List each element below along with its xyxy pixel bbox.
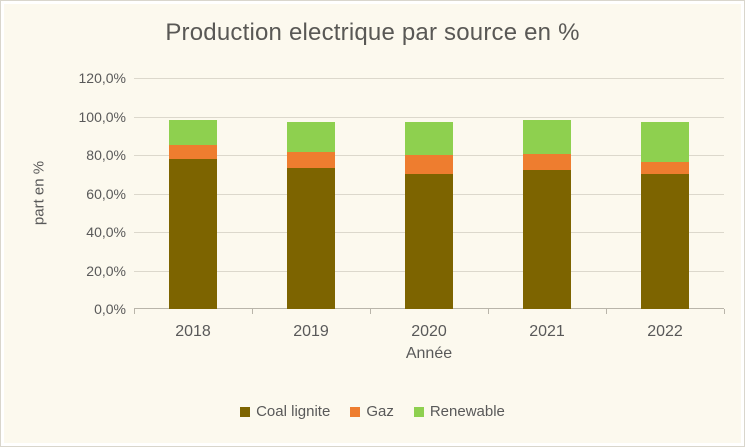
- x-axis-tick: [724, 309, 725, 314]
- bar-segment-2018-renewable: [169, 120, 217, 146]
- x-axis-tick: [488, 309, 489, 314]
- y-tick-label: 0,0%: [94, 301, 126, 317]
- legend-item-gaz: Gaz: [350, 403, 394, 420]
- x-axis-tick: [252, 309, 253, 314]
- y-tick-label: 20,0%: [86, 262, 126, 279]
- y-tick-label: 60,0%: [86, 185, 126, 202]
- legend-item-renewable: Renewable: [413, 403, 505, 420]
- bar-segment-2022-gaz: [641, 161, 689, 175]
- x-axis-tick: [370, 309, 371, 314]
- legend-swatch-icon: [413, 406, 424, 417]
- x-axis-tick: [606, 309, 607, 314]
- legend-label: Coal lignite: [256, 403, 331, 420]
- bar-segment-2021-gaz: [523, 154, 571, 171]
- gridline: [134, 116, 724, 118]
- bar-segment-2019-gaz: [287, 152, 335, 169]
- bar-segment-2021-renewable: [523, 120, 571, 155]
- bar-segment-2020-renewable: [405, 122, 453, 155]
- legend-label: Renewable: [429, 403, 505, 420]
- x-tick-label-2018: 2018: [175, 323, 211, 340]
- bar-2022: [641, 122, 689, 309]
- bar-2020: [405, 122, 453, 309]
- bar-2019: [287, 122, 335, 309]
- x-axis-tick: [134, 309, 135, 314]
- gridline: [134, 78, 724, 79]
- bar-segment-2021-coal-lignite: [523, 170, 571, 309]
- y-tick-label: 40,0%: [86, 224, 126, 240]
- x-tick-label-2019: 2019: [293, 323, 329, 340]
- bar-segment-2018-coal-lignite: [169, 158, 217, 309]
- y-tick-label: 120,0%: [78, 70, 126, 86]
- legend-swatch-icon: [350, 406, 361, 417]
- x-tick-label-2021: 2021: [529, 323, 565, 340]
- x-tick-label-2022: 2022: [647, 323, 683, 340]
- bar-segment-2018-gaz: [169, 145, 217, 159]
- plot-area: [134, 78, 725, 314]
- bar-segment-2019-renewable: [287, 122, 335, 153]
- bar-segment-2022-coal-lignite: [641, 174, 689, 309]
- legend-swatch-icon: [240, 406, 251, 417]
- bar-2021: [523, 120, 571, 309]
- legend-item-coal-lignite: Coal lignite: [240, 403, 330, 420]
- y-tick-label: 80,0%: [86, 147, 126, 163]
- legend: Coal lignite Gaz Renewable: [1, 403, 744, 420]
- bar-segment-2019-coal-lignite: [287, 168, 335, 309]
- y-axis-tick-labels: 0,0% 20,0% 40,0% 60,0% 80,0% 100,0% 120,0%: [1, 1, 126, 446]
- chart-title: Production electrique par source en %: [165, 19, 580, 46]
- y-tick-label: 100,0%: [78, 108, 126, 125]
- bar-2018: [169, 120, 217, 309]
- x-tick-label-2020: 2020: [411, 323, 447, 340]
- bar-segment-2022-renewable: [641, 122, 689, 162]
- bar-segment-2020-coal-lignite: [405, 174, 453, 309]
- x-axis-title: Année: [405, 345, 453, 362]
- bar-segment-2020-gaz: [405, 155, 453, 175]
- legend-label: Gaz: [366, 403, 394, 420]
